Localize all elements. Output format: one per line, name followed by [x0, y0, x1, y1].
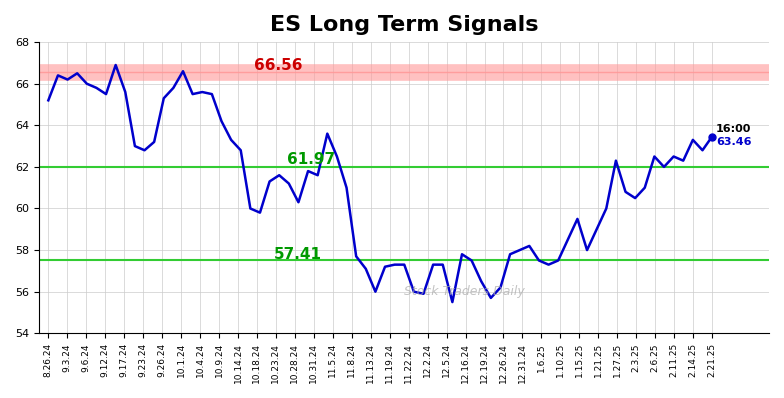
Text: 66.56: 66.56 [254, 58, 303, 72]
Title: ES Long Term Signals: ES Long Term Signals [270, 15, 538, 35]
Text: 63.46: 63.46 [716, 137, 751, 147]
Text: 16:00: 16:00 [716, 124, 751, 134]
Text: 57.41: 57.41 [274, 247, 322, 262]
Text: Stock Traders Daily: Stock Traders Daily [404, 285, 524, 298]
Text: 61.97: 61.97 [287, 152, 336, 168]
